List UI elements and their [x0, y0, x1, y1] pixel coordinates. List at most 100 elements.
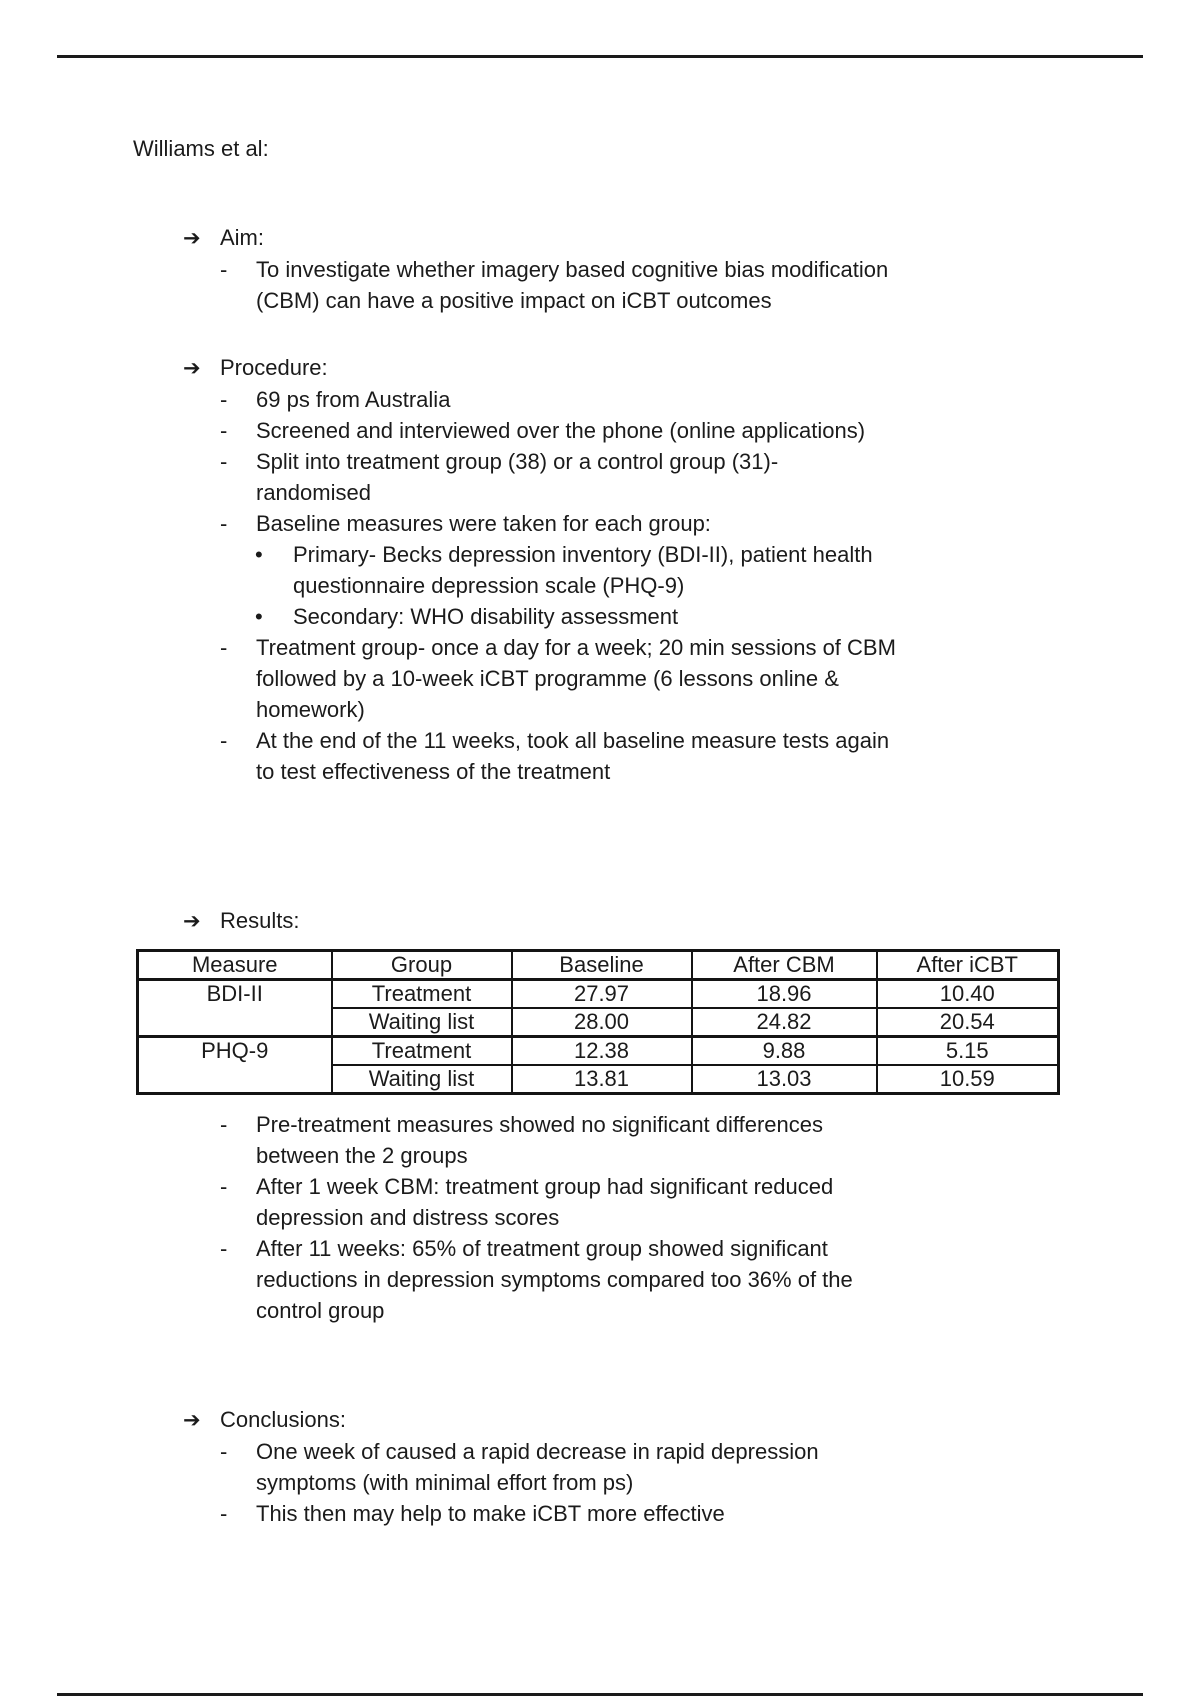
- list-item-text: To investigate whether imagery based cog…: [256, 254, 1140, 316]
- list-item: - Baseline measures were taken for each …: [133, 508, 1140, 539]
- list-item: - After 11 weeks: 65% of treatment group…: [133, 1233, 1140, 1326]
- list-item-line: Pre-treatment measures showed no signifi…: [256, 1112, 823, 1137]
- table-row: BDI-II Treatment 27.97 18.96 10.40: [136, 978, 1060, 1038]
- list-item-text: At the end of the 11 weeks, took all bas…: [256, 725, 1140, 787]
- list-item-text: Baseline measures were taken for each gr…: [256, 508, 1140, 539]
- section-heading: Conclusions:: [220, 1407, 346, 1432]
- list-item-text: Secondary: WHO disability assessment: [293, 601, 1140, 632]
- list-item-line: control group: [256, 1298, 385, 1323]
- list-item-text: This then may help to make iCBT more eff…: [256, 1498, 1140, 1529]
- value-cell: 18.96: [690, 978, 878, 1009]
- list-item-text: Primary- Becks depression inventory (BDI…: [293, 539, 1140, 601]
- dash-marker: -: [220, 257, 228, 282]
- list-item-line: symptoms (with minimal effort from ps): [256, 1470, 634, 1495]
- list-item-line: to test effectiveness of the treatment: [256, 759, 611, 784]
- value-cell: 20.54: [875, 1007, 1060, 1038]
- list-item-line: homework): [256, 697, 365, 722]
- list-item-line: randomised: [256, 480, 371, 505]
- value-cell: 5.15: [875, 1035, 1060, 1066]
- document-content: Williams et al: ➔ Aim: - To investigate …: [0, 58, 1200, 1529]
- list-item: - Pre-treatment measures showed no signi…: [133, 1109, 1140, 1171]
- group-cell: Waiting list: [330, 1064, 513, 1095]
- arrow-bullet-icon: ➔: [183, 226, 201, 250]
- table-row: Waiting list 13.81 13.03 10.59: [138, 1064, 1060, 1095]
- list-item-line: reductions in depression symptoms compar…: [256, 1267, 853, 1292]
- list-item: - This then may help to make iCBT more e…: [133, 1498, 1140, 1529]
- list-item-line: This then may help to make iCBT more eff…: [256, 1501, 725, 1526]
- column-header-baseline: Baseline: [510, 949, 693, 981]
- list-item-text: After 11 weeks: 65% of treatment group s…: [256, 1233, 1140, 1326]
- section-heading-row: ➔ Results:: [133, 905, 1140, 937]
- top-rule: [57, 55, 1143, 58]
- arrow-bullet-icon: ➔: [183, 356, 201, 380]
- bullet-marker: •: [255, 542, 263, 567]
- list-item: - 69 ps from Australia: [133, 384, 1140, 415]
- dash-marker: -: [220, 1501, 228, 1526]
- list-item: - To investigate whether imagery based c…: [133, 254, 1140, 316]
- list-item-line: questionnaire depression scale (PHQ-9): [293, 573, 685, 598]
- value-cell: 13.81: [510, 1064, 693, 1095]
- section-aim: ➔ Aim: - To investigate whether imagery …: [133, 222, 1140, 316]
- value-cell: 27.97: [510, 978, 693, 1009]
- list-item-line: (CBM) can have a positive impact on iCBT…: [256, 288, 772, 313]
- list-item: - Treatment group- once a day for a week…: [133, 632, 1140, 725]
- value-cell: 13.03: [690, 1064, 878, 1095]
- measure-cell: BDI-II: [136, 978, 333, 1038]
- list-item-line: One week of caused a rapid decrease in r…: [256, 1439, 819, 1464]
- column-header-after-cbm: After CBM: [690, 949, 878, 981]
- list-item: - Split into treatment group (38) or a c…: [133, 446, 1140, 508]
- list-item-text: Pre-treatment measures showed no signifi…: [256, 1109, 1140, 1171]
- results-notes: - Pre-treatment measures showed no signi…: [133, 1109, 1140, 1326]
- dash-marker: -: [220, 1112, 228, 1137]
- section-heading: Results:: [220, 908, 300, 933]
- list-item-line: between the 2 groups: [256, 1143, 468, 1168]
- dash-marker: -: [220, 1236, 228, 1261]
- list-item-line: followed by a 10-week iCBT programme (6 …: [256, 666, 839, 691]
- list-item-text: After 1 week CBM: treatment group had si…: [256, 1171, 1140, 1233]
- list-item: - Screened and interviewed over the phon…: [133, 415, 1140, 446]
- value-cell: 28.00: [510, 1007, 693, 1038]
- list-item-line: Split into treatment group (38) or a con…: [256, 449, 779, 474]
- group-cell: Treatment: [330, 978, 513, 1009]
- list-item: - One week of caused a rapid decrease in…: [133, 1436, 1140, 1498]
- section-heading-row: ➔ Conclusions:: [133, 1404, 1140, 1436]
- list-item-text: One week of caused a rapid decrease in r…: [256, 1436, 1140, 1498]
- list-item-text: Split into treatment group (38) or a con…: [256, 446, 1140, 508]
- section-heading-row: ➔ Aim:: [133, 222, 1140, 254]
- table-row: PHQ-9 Treatment 12.38 9.88 5.15: [136, 1035, 1060, 1095]
- list-item-text: Screened and interviewed over the phone …: [256, 415, 1140, 446]
- list-item-line: After 1 week CBM: treatment group had si…: [256, 1174, 834, 1199]
- table-header-row: Measure Group Baseline After CBM After i…: [136, 949, 1060, 981]
- list-subitem: • Primary- Becks depression inventory (B…: [133, 539, 1140, 601]
- list-item-line: At the end of the 11 weeks, took all bas…: [256, 728, 890, 753]
- dash-marker: -: [220, 511, 228, 536]
- value-cell: 9.88: [690, 1035, 878, 1066]
- bullet-marker: •: [255, 604, 263, 629]
- list-item-line: After 11 weeks: 65% of treatment group s…: [256, 1236, 828, 1261]
- page-title: Williams et al:: [133, 136, 269, 161]
- section-procedure: ➔ Procedure: - 69 ps from Australia - Sc…: [133, 352, 1140, 787]
- list-item-line: Treatment group- once a day for a week; …: [256, 635, 896, 660]
- list-item-text: 69 ps from Australia: [256, 384, 1140, 415]
- list-item-line: Screened and interviewed over the phone …: [256, 418, 866, 443]
- dash-marker: -: [220, 1174, 228, 1199]
- group-cell: Treatment: [330, 1035, 513, 1066]
- dash-marker: -: [220, 1439, 228, 1464]
- section-conclusions: ➔ Conclusions: - One week of caused a ra…: [133, 1404, 1140, 1529]
- section-results: ➔ Results: Measure Group Baseline After …: [133, 905, 1140, 1326]
- value-cell: 10.59: [875, 1064, 1060, 1095]
- section-heading: Aim:: [220, 225, 264, 250]
- list-subitem: • Secondary: WHO disability assessment: [133, 601, 1140, 632]
- dash-marker: -: [220, 635, 228, 660]
- value-cell: 24.82: [690, 1007, 878, 1038]
- arrow-bullet-icon: ➔: [183, 1408, 201, 1432]
- list-item-line: depression and distress scores: [256, 1205, 560, 1230]
- value-cell: 12.38: [510, 1035, 693, 1066]
- list-item-line: To investigate whether imagery based cog…: [256, 257, 889, 282]
- column-header-group: Group: [330, 949, 513, 981]
- list-item-line: 69 ps from Australia: [256, 387, 451, 412]
- list-item: - At the end of the 11 weeks, took all b…: [133, 725, 1140, 787]
- section-heading-row: ➔ Procedure:: [133, 352, 1140, 384]
- list-item-line: Secondary: WHO disability assessment: [293, 604, 679, 629]
- group-cell: Waiting list: [330, 1007, 513, 1038]
